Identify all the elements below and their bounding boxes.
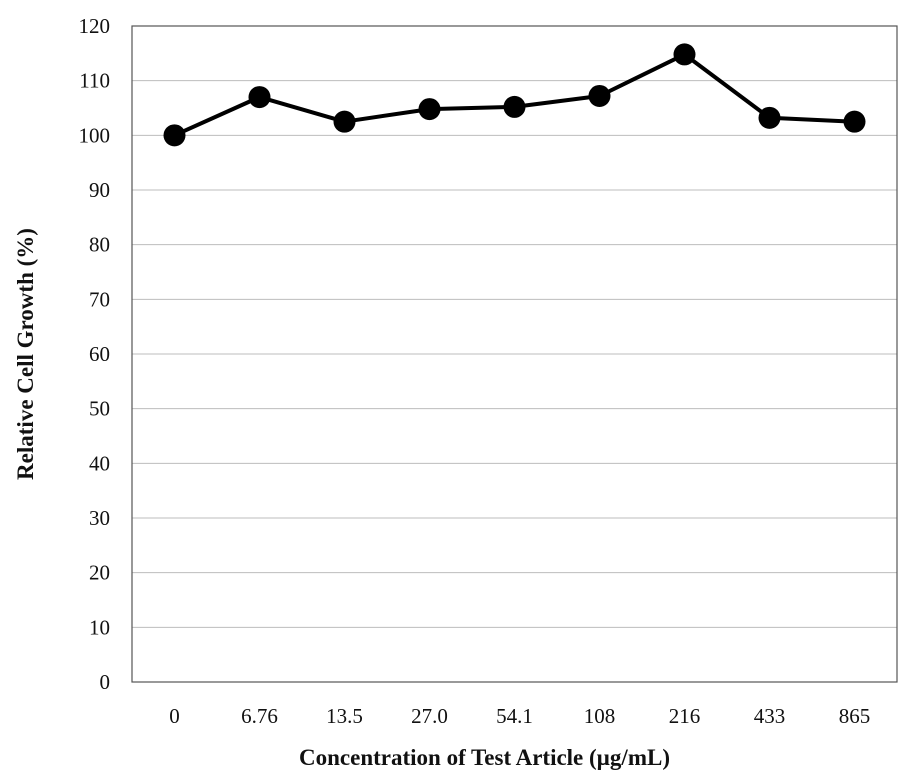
plot-frame xyxy=(131,25,898,683)
x-tick-label: 108 xyxy=(584,704,616,728)
gridlines xyxy=(132,25,897,683)
data-point-0 xyxy=(163,124,186,147)
x-axis-title: Concentration of Test Article (µg/mL) xyxy=(299,745,670,770)
y-tick-label: 100 xyxy=(79,123,111,147)
data-point-4 xyxy=(503,95,526,118)
y-tick-label: 30 xyxy=(89,506,110,530)
data-point-1 xyxy=(248,86,271,109)
y-tick-label: 10 xyxy=(89,615,110,639)
x-tick-label: 433 xyxy=(754,704,786,728)
x-tick-label: 27.0 xyxy=(411,704,448,728)
y-tick-label: 110 xyxy=(79,69,110,93)
data-point-6 xyxy=(673,43,696,66)
y-tick-label: 70 xyxy=(89,287,110,311)
data-point-3 xyxy=(418,98,441,121)
y-axis-title: Relative Cell Growth (%) xyxy=(13,228,38,480)
x-tick-label: 54.1 xyxy=(496,704,533,728)
y-axis-ticks: 0 10 20 30 40 50 60 70 80 90 100 110 120 xyxy=(79,14,111,694)
series-line xyxy=(173,52,855,138)
y-tick-label: 60 xyxy=(89,342,110,366)
x-tick-label: 0 xyxy=(169,704,180,728)
data-markers xyxy=(163,43,866,147)
y-tick-label: 0 xyxy=(100,670,111,694)
data-point-7 xyxy=(758,106,781,129)
x-tick-label: 865 xyxy=(839,704,871,728)
y-tick-label: 80 xyxy=(89,233,110,257)
data-point-2 xyxy=(333,110,356,133)
x-axis-ticks: 0 6.76 13.5 27.0 54.1 108 216 433 865 xyxy=(169,704,870,728)
data-point-8 xyxy=(843,110,866,133)
x-tick-label: 13.5 xyxy=(326,704,363,728)
y-tick-label: 20 xyxy=(89,561,110,585)
data-point-5 xyxy=(588,84,611,107)
y-tick-label: 120 xyxy=(79,14,111,38)
y-tick-label: 40 xyxy=(89,451,110,475)
x-tick-label: 216 xyxy=(669,704,701,728)
y-tick-label: 50 xyxy=(89,397,110,421)
y-tick-label: 90 xyxy=(89,178,110,202)
x-tick-label: 6.76 xyxy=(241,704,278,728)
